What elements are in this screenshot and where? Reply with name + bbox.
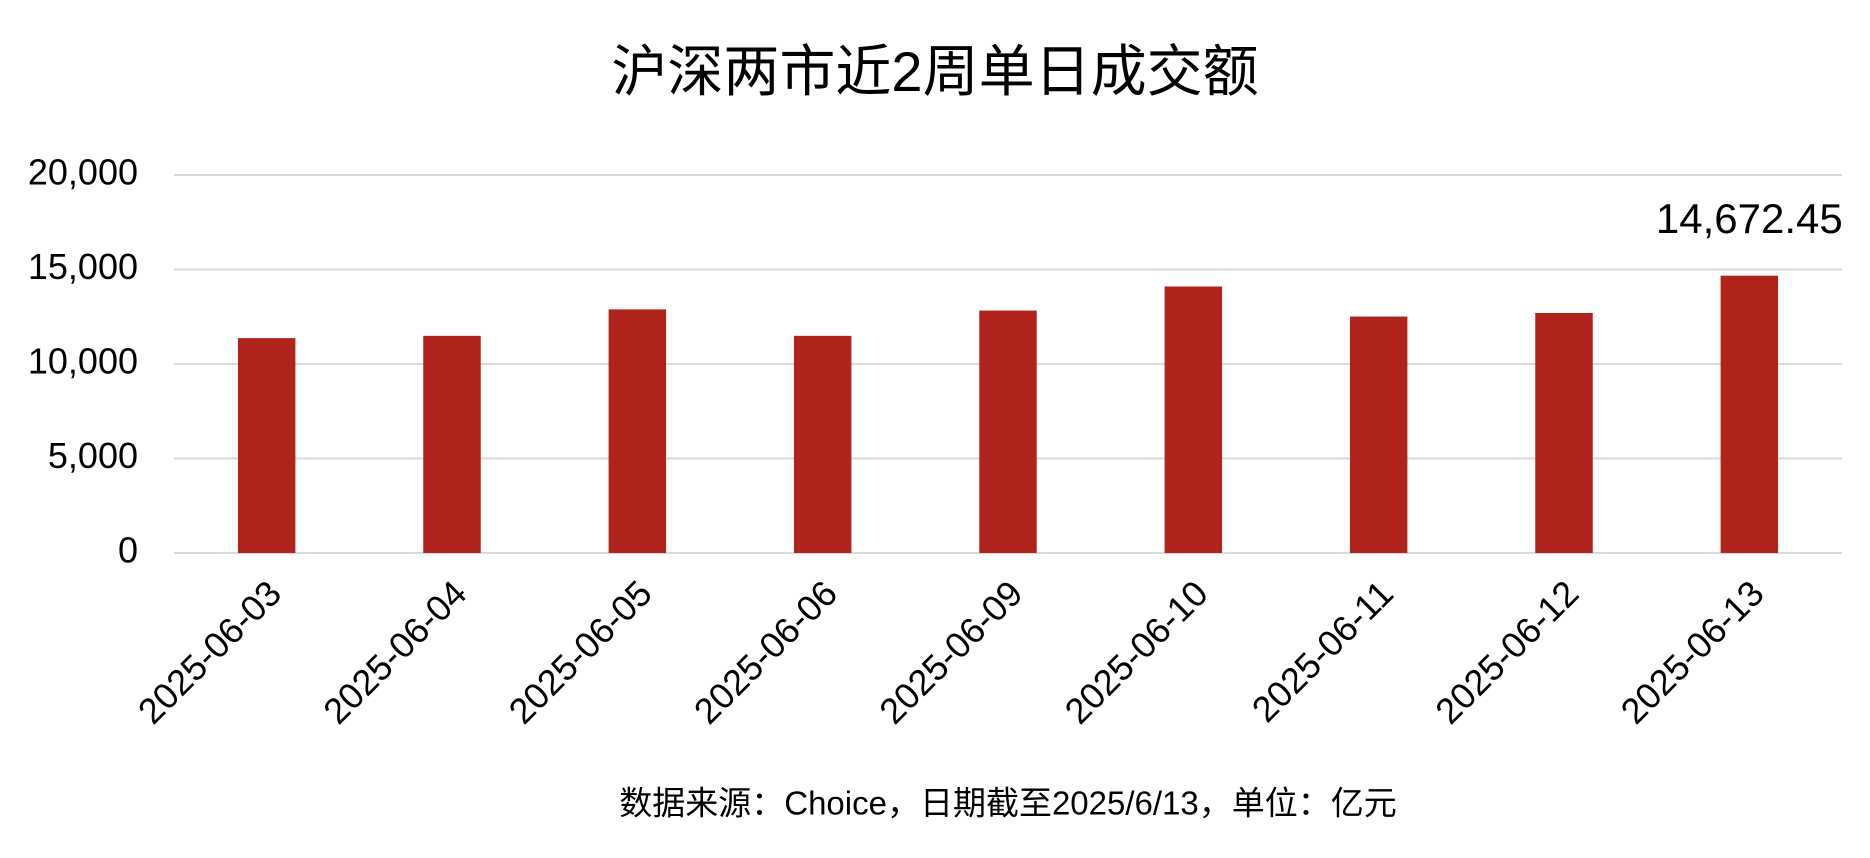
bar — [1535, 312, 1593, 553]
chart-title: 沪深两市近2周单日成交额 — [611, 40, 1258, 103]
bar — [1164, 286, 1223, 553]
bar — [237, 338, 296, 553]
bar — [793, 335, 852, 553]
y-tick-label: 15,000 — [28, 246, 138, 287]
bar — [423, 335, 481, 553]
y-tick-label: 0 — [118, 530, 138, 571]
x-tick-label: 2025-06-10 — [1057, 572, 1216, 731]
x-tick-label: 2025-06-06 — [686, 572, 845, 731]
y-tick-label: 5,000 — [48, 435, 138, 476]
y-tick-label: 20,000 — [28, 152, 138, 193]
x-tick-label: 2025-06-11 — [1244, 572, 1401, 729]
x-tick-label: 2025-06-04 — [315, 572, 474, 731]
value-label: 14,672.45 — [1656, 195, 1843, 242]
y-tick-label: 10,000 — [28, 341, 138, 382]
bar — [1349, 316, 1408, 553]
x-tick-label: 2025-06-05 — [501, 572, 660, 731]
source-note: 数据来源：Choice，日期截至2025/6/13，单位：亿元 — [619, 785, 1397, 822]
x-tick-label: 2025-06-12 — [1427, 572, 1586, 731]
x-tick-label: 2025-06-03 — [130, 572, 289, 731]
x-tick-label: 2025-06-13 — [1613, 572, 1772, 731]
x-tick-label: 2025-06-09 — [871, 572, 1030, 731]
bar — [1720, 275, 1779, 553]
bar — [979, 310, 1037, 553]
bar — [608, 309, 667, 553]
